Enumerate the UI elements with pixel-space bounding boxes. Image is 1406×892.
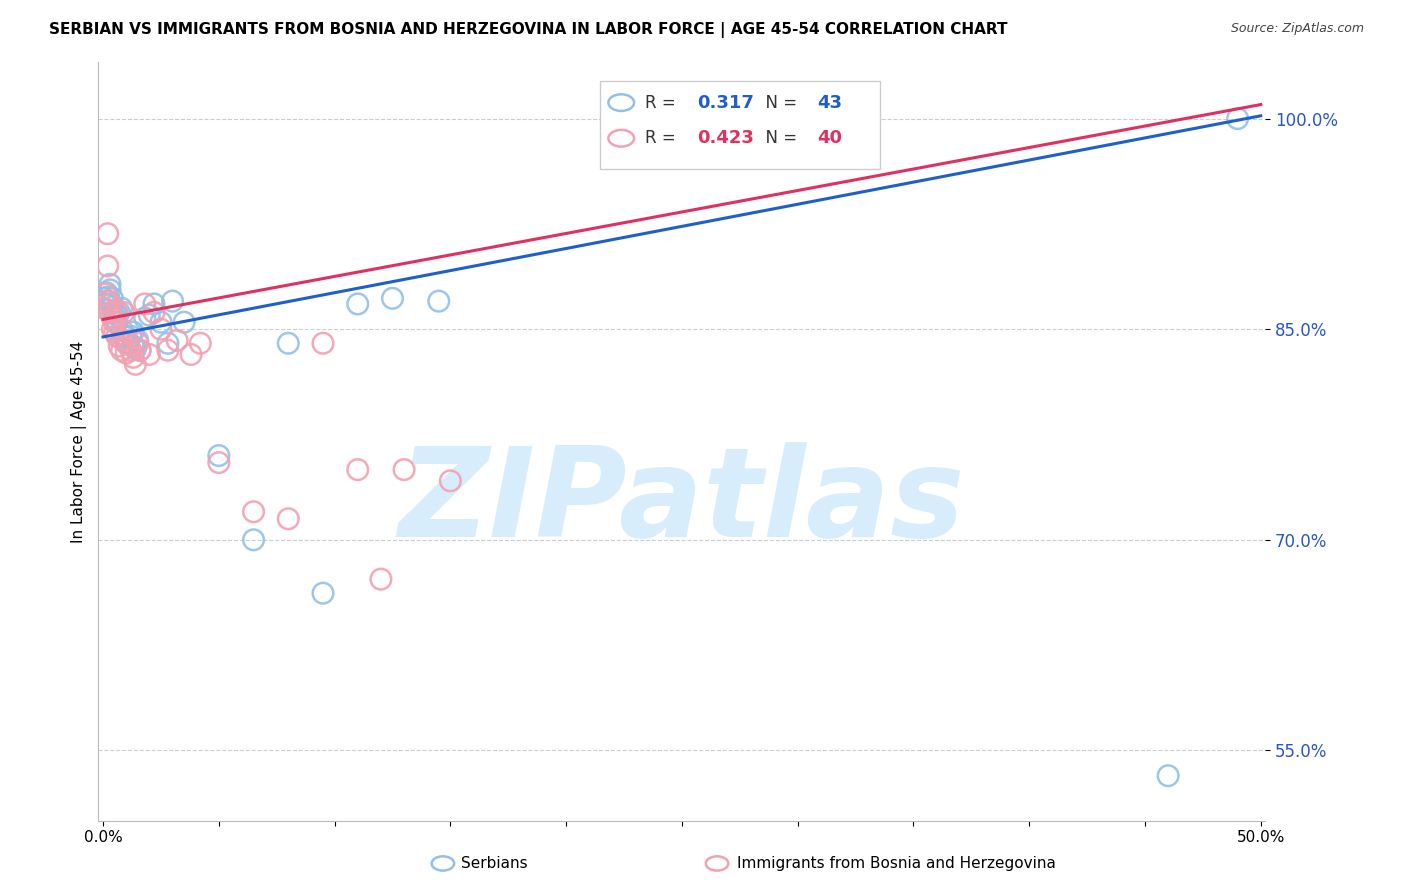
Y-axis label: In Labor Force | Age 45-54: In Labor Force | Age 45-54 — [72, 341, 87, 542]
Point — [98, 277, 121, 292]
Text: R =: R = — [644, 129, 681, 147]
Point — [1157, 769, 1180, 783]
Text: ZIPatlas: ZIPatlas — [399, 442, 965, 563]
Point — [134, 310, 156, 325]
Point — [122, 325, 145, 339]
Point — [149, 315, 172, 329]
Point — [242, 533, 264, 547]
Point — [381, 291, 404, 305]
Point — [98, 297, 121, 311]
Point — [115, 346, 138, 360]
Point — [115, 329, 138, 343]
Point — [346, 462, 368, 476]
Point — [173, 315, 195, 329]
Point — [134, 297, 156, 311]
Text: Serbians: Serbians — [461, 856, 527, 871]
Text: N =: N = — [755, 129, 803, 147]
Point — [101, 310, 124, 325]
Point — [312, 336, 335, 351]
Point — [108, 305, 131, 319]
Point — [101, 300, 124, 314]
Point — [117, 336, 139, 351]
Point — [188, 336, 211, 351]
Point — [97, 290, 120, 304]
Point — [96, 294, 118, 309]
Point — [124, 342, 146, 356]
Point — [94, 297, 117, 311]
Text: 40: 40 — [817, 129, 842, 147]
Point — [208, 456, 231, 470]
Point — [104, 310, 127, 325]
Point — [162, 294, 184, 309]
Point — [392, 462, 415, 476]
Point — [110, 332, 132, 346]
Point — [105, 329, 128, 343]
Point — [112, 329, 135, 343]
Point — [104, 325, 127, 339]
Point — [108, 339, 131, 353]
Point — [120, 329, 142, 343]
Point — [277, 336, 299, 351]
Point — [97, 294, 120, 309]
Point — [156, 343, 179, 358]
Point — [112, 305, 135, 319]
Point — [138, 347, 160, 361]
Point — [122, 351, 145, 365]
Point — [427, 294, 450, 309]
Point — [208, 449, 231, 463]
Point — [166, 334, 188, 348]
Text: SERBIAN VS IMMIGRANTS FROM BOSNIA AND HERZEGOVINA IN LABOR FORCE | AGE 45-54 COR: SERBIAN VS IMMIGRANTS FROM BOSNIA AND HE… — [49, 22, 1008, 38]
Point — [127, 334, 149, 348]
Point — [100, 297, 122, 311]
Text: Source: ZipAtlas.com: Source: ZipAtlas.com — [1230, 22, 1364, 36]
Point — [98, 305, 121, 319]
Point — [1226, 112, 1249, 126]
Point — [312, 586, 335, 600]
Point — [97, 227, 120, 241]
Point — [104, 315, 127, 329]
Point — [110, 343, 132, 358]
Point — [180, 347, 202, 361]
Point — [105, 315, 128, 329]
Point — [120, 343, 142, 358]
Point — [346, 297, 368, 311]
Point — [115, 336, 138, 351]
Point — [127, 336, 149, 351]
Point — [129, 343, 152, 358]
Point — [117, 336, 139, 351]
Point — [93, 301, 115, 315]
Text: R =: R = — [644, 94, 681, 112]
Text: 0.317: 0.317 — [697, 94, 754, 112]
Point — [439, 474, 461, 488]
Point — [110, 301, 132, 315]
Point — [138, 308, 160, 322]
Point — [124, 357, 146, 371]
Point — [98, 283, 121, 297]
Point — [105, 305, 128, 319]
Point — [94, 287, 117, 301]
Text: 0.423: 0.423 — [697, 129, 754, 147]
Point — [156, 336, 179, 351]
Point — [143, 297, 166, 311]
Point — [97, 259, 120, 273]
Text: Immigrants from Bosnia and Herzegovina: Immigrants from Bosnia and Herzegovina — [737, 856, 1056, 871]
Point — [101, 291, 124, 305]
Point — [242, 505, 264, 519]
Point — [129, 343, 152, 358]
FancyBboxPatch shape — [600, 81, 880, 169]
Point — [149, 322, 172, 336]
Point — [101, 322, 124, 336]
Point — [277, 512, 299, 526]
Text: 43: 43 — [817, 94, 842, 112]
Text: N =: N = — [755, 94, 803, 112]
Point — [110, 322, 132, 336]
Point — [104, 305, 127, 319]
Point — [370, 572, 392, 586]
Point — [93, 291, 115, 305]
Point — [122, 339, 145, 353]
Point — [143, 305, 166, 319]
Point — [105, 308, 128, 322]
Point — [96, 285, 118, 300]
